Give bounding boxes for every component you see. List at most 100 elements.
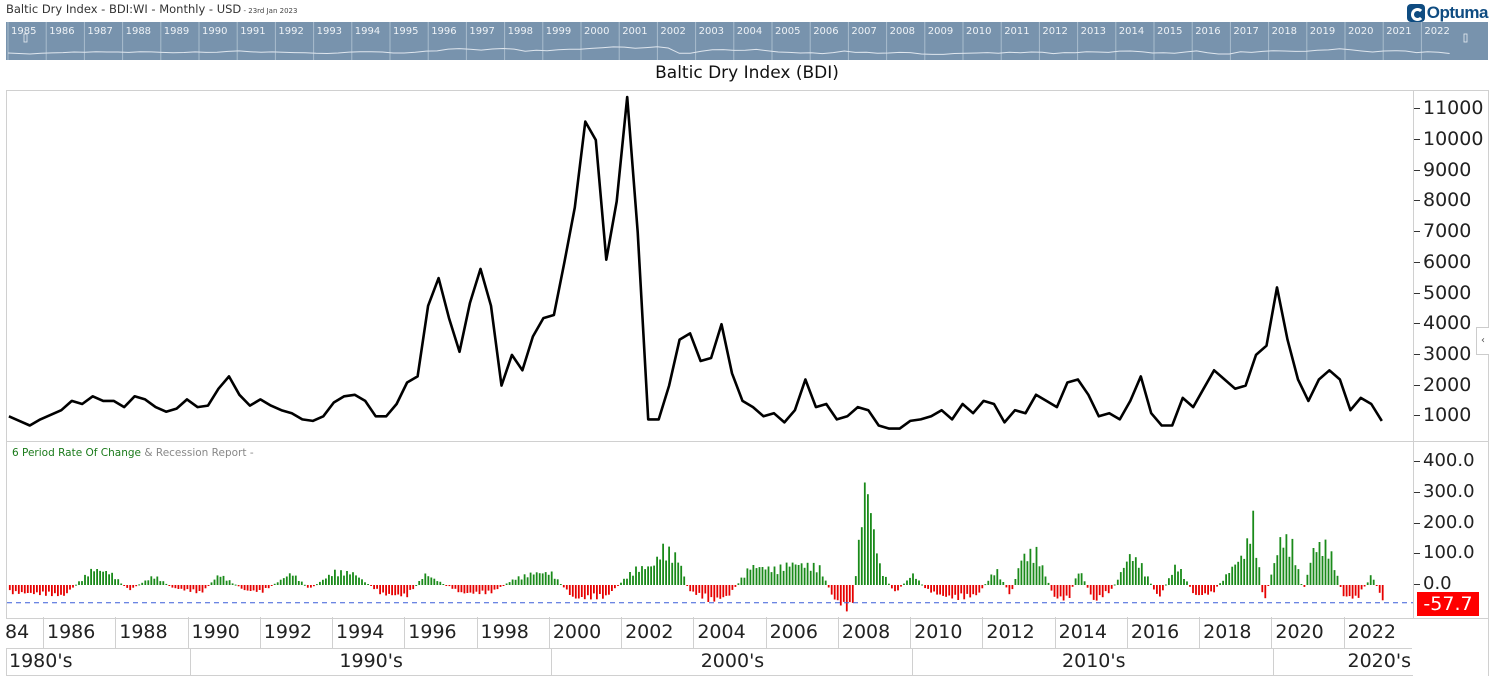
- year-tick-label: 2012: [982, 617, 1054, 648]
- roc-bar: [559, 584, 562, 585]
- roc-bar: [638, 571, 640, 585]
- roc-bar: [731, 585, 734, 590]
- roc-bar: [1342, 585, 1345, 597]
- decade-label: 1980's: [9, 650, 73, 672]
- roc-bar: [252, 585, 255, 591]
- roc-bar: [66, 585, 68, 594]
- roc-bar: [1113, 584, 1116, 586]
- navigator-right-handle[interactable]: [1463, 33, 1468, 43]
- roc-bar: [969, 585, 972, 598]
- navigator-year-label: 2001: [622, 26, 647, 37]
- roc-bar: [20, 585, 23, 593]
- roc-bar: [1327, 558, 1330, 585]
- roc-bar: [1306, 574, 1309, 585]
- roc-bar: [827, 585, 830, 588]
- roc-bar: [1159, 585, 1161, 597]
- roc-bar: [1177, 571, 1179, 585]
- recession-report-label[interactable]: & Recession Report -: [141, 447, 254, 459]
- timeline-navigator[interactable]: 1985 1986 1987 1988 1989 1990 1991 1992 1993 1994…: [6, 22, 1488, 60]
- roc-bar: [562, 585, 565, 588]
- roc-bar: [448, 585, 451, 587]
- roc-bar: [1348, 585, 1351, 597]
- roc-bar: [1134, 557, 1137, 585]
- roc-bar: [189, 585, 192, 592]
- roc-bar: [644, 569, 646, 585]
- indicator-y-axis[interactable]: [1412, 441, 1489, 619]
- roc-bar: [313, 585, 315, 587]
- roc-bar: [611, 585, 613, 591]
- roc-bar: [186, 585, 189, 590]
- roc-bar: [385, 585, 387, 596]
- roc-bar: [553, 578, 556, 585]
- roc-bar: [84, 574, 86, 585]
- roc-bar: [933, 585, 935, 592]
- year-tick-label: 2022: [1343, 617, 1412, 648]
- roc-bar: [29, 585, 32, 593]
- y-axis-label: 2000: [1423, 373, 1472, 396]
- bdi-line-chart[interactable]: [7, 91, 1413, 441]
- roc-bar: [1059, 585, 1062, 597]
- y-tick-mark: [1414, 323, 1420, 325]
- roc-bar: [879, 563, 881, 585]
- roc-bar: [1315, 552, 1318, 585]
- roc-bar: [707, 585, 710, 602]
- roc-bar: [891, 585, 893, 589]
- roc-label[interactable]: 6 Period Rate Of Change: [12, 447, 142, 459]
- roc-bar-chart[interactable]: [7, 442, 1413, 618]
- roc-bar: [231, 583, 234, 585]
- navigator-year-label: 1990: [202, 26, 227, 37]
- roc-bar: [1041, 565, 1044, 585]
- year-tick-label: 2002: [621, 617, 693, 648]
- roc-bar: [930, 585, 932, 593]
- roc-bar: [1095, 585, 1098, 601]
- navigator-sparkline[interactable]: 1985 1986 1987 1988 1989 1990 1991 1992 1993 1994…: [6, 22, 1488, 60]
- navigator-year-label: 1987: [87, 26, 112, 37]
- y-tick-mark: [1414, 261, 1420, 263]
- roc-bar: [499, 585, 502, 587]
- roc-bar: [773, 566, 776, 585]
- roc-bar: [532, 574, 535, 585]
- roc-bar: [460, 585, 463, 593]
- roc-bar: [17, 585, 20, 594]
- roc-bar: [951, 585, 954, 599]
- year-axis[interactable]: 84 1986 1988 1990 1992 1994 1996 1998 2000 2002 20…: [6, 617, 1412, 649]
- collapse-panel-button[interactable]: ‹: [1476, 327, 1489, 355]
- roc-bar: [1002, 582, 1005, 585]
- navigator-year-label: 2002: [660, 26, 685, 37]
- roc-bar: [45, 585, 47, 596]
- bdi-price-line[interactable]: [8, 95, 1383, 430]
- year-tick-label: 84: [6, 621, 30, 643]
- main-price-panel[interactable]: [6, 90, 1414, 441]
- y-tick-mark: [1414, 415, 1420, 417]
- roc-bar: [927, 585, 929, 589]
- roc-bar: [577, 585, 580, 599]
- roc-bar: [972, 585, 975, 595]
- roc-bar: [147, 580, 150, 585]
- roc-bar: [337, 576, 339, 585]
- roc-bar: [755, 568, 758, 585]
- y-axis-label: 6000: [1423, 250, 1472, 273]
- navigator-left-handle[interactable]: [23, 33, 28, 43]
- roc-bar: [439, 581, 442, 585]
- roc-bar: [740, 577, 743, 585]
- roc-bar: [653, 565, 655, 585]
- y-axis-label: 9000: [1423, 158, 1472, 181]
- year-tick-label: 2018: [1199, 617, 1271, 648]
- roc-bar: [996, 569, 999, 585]
- roc-bar: [851, 585, 854, 603]
- roc-bar: [1186, 581, 1188, 585]
- roc-bar: [400, 585, 403, 597]
- roc-bar: [1086, 585, 1089, 588]
- roc-bar: [427, 576, 430, 585]
- roc-bar: [1198, 585, 1200, 596]
- roc-bar: [668, 546, 670, 585]
- roc-bar: [198, 585, 201, 591]
- roc-bar: [463, 585, 466, 594]
- roc-bar: [508, 582, 511, 585]
- roc-indicator-panel[interactable]: [6, 441, 1414, 619]
- roc-bar: [960, 585, 963, 594]
- roc-bar: [1183, 579, 1185, 585]
- roc-bar: [867, 494, 869, 585]
- decade-axis[interactable]: 1980's 1990's 2000's 2010's 2020's: [6, 648, 1413, 676]
- y-tick-mark: [1414, 231, 1420, 233]
